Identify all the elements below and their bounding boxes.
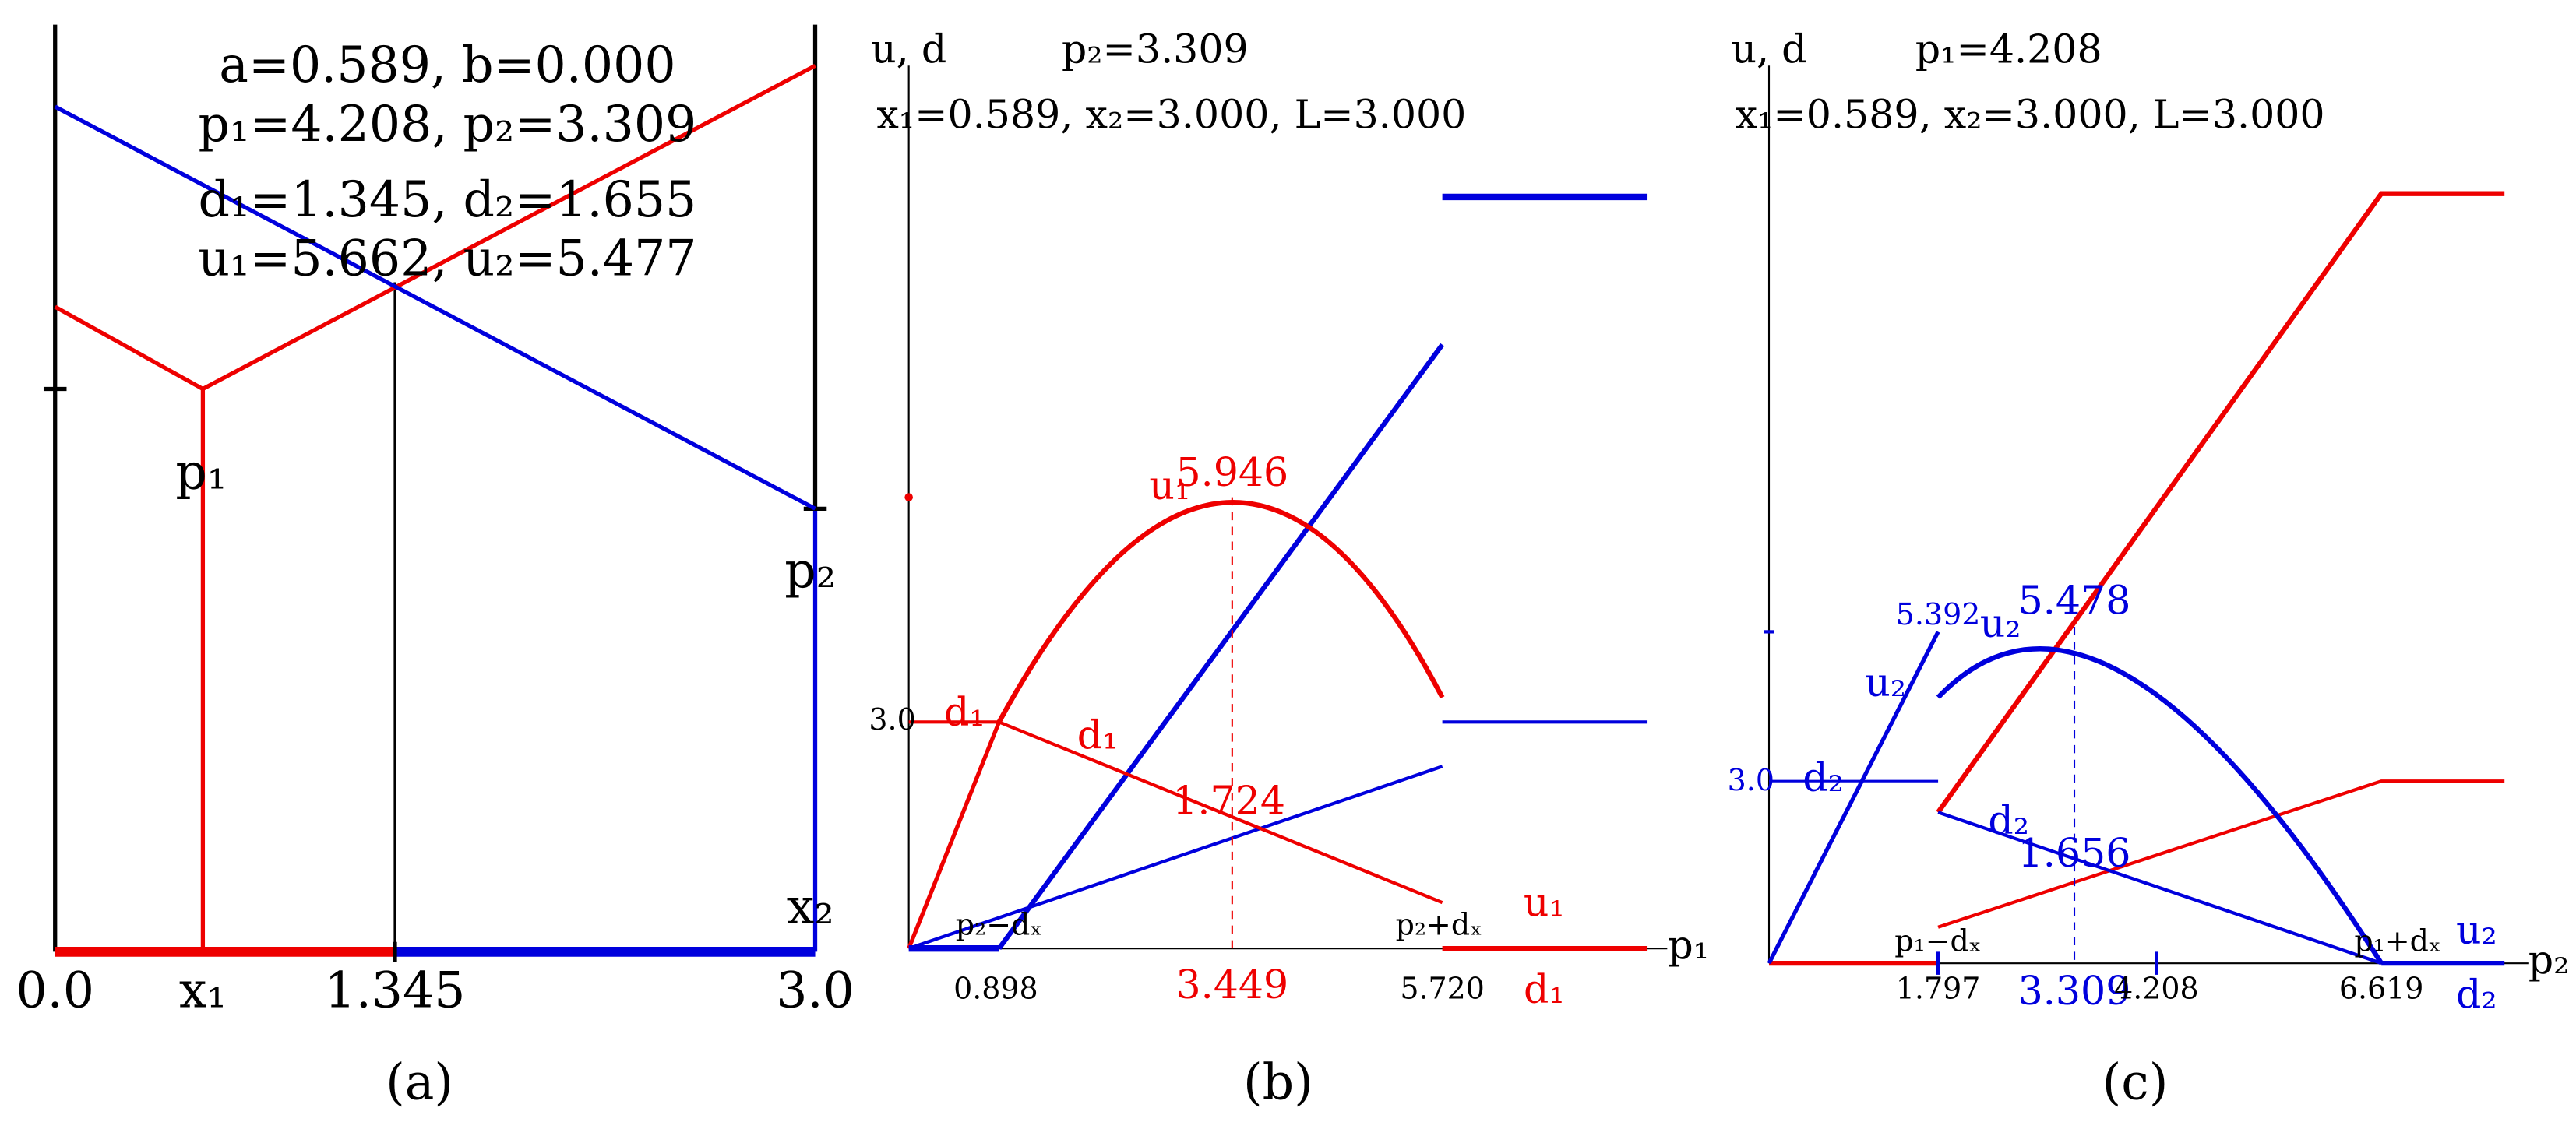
label: p₂+dₓ [1396,907,1483,941]
header: p₂=3.309 [1062,26,1249,72]
label: 5.478 [2018,578,2131,624]
label: 3.0 [869,702,915,737]
label: p₂ [784,541,836,599]
tick-label: 3.0 [776,962,855,1019]
line [1937,779,2505,929]
info: d₁=1.345, d₂=1.655 [199,171,697,228]
params: x₁=0.589, x₂=3.000, L=3.000 [1736,92,2325,138]
axis-label: p₂ [2528,937,2570,983]
label: 1.656 [2018,830,2131,876]
label: 5.392 [1896,597,1981,631]
tick-label: 1.797 [1896,971,1981,1005]
panel-c [1764,65,2529,975]
label: u₁ [1149,463,1190,508]
line [908,720,1443,905]
tick-label: 3.449 [1175,962,1288,1008]
info: p₁=4.208, p₂=3.309 [199,95,697,153]
label: 3.0 [1728,763,1774,797]
label: p₁ [175,443,227,501]
axis-label: u, d [1731,26,1806,72]
label: u₂ [1865,659,1906,705]
tick-label: 0.898 [953,971,1038,1005]
label: x₂ [787,878,834,935]
label: d₂ [1988,797,2029,843]
caption: (c) [2102,1053,2169,1111]
label: d₂ [1802,754,1844,800]
line [907,765,1443,951]
dot [904,493,913,501]
label: u₁ [1524,879,1565,925]
label: p₁+dₓ [2354,923,2441,958]
label: 1.724 [1172,778,1285,824]
params: x₁=0.589, x₂=3.000, L=3.000 [876,92,1466,138]
label: u₂ [2456,907,2497,953]
tick-label: 0.0 [16,962,94,1019]
line [1767,631,1940,965]
tick-label: x₁ [179,962,227,1019]
tick-label: 6.619 [2339,971,2424,1005]
caption: (b) [1243,1053,1313,1111]
label: p₁−dₓ [1894,923,1982,958]
label: 5.946 [1175,449,1288,495]
label: d₂ [2456,971,2497,1017]
tick-label: 1.345 [324,962,465,1019]
panel-b [904,65,1668,952]
label: d₁ [944,689,985,735]
curve [996,500,1445,723]
line [907,721,1002,950]
info: a=0.589, b=0.000 [219,36,675,93]
caption: (a) [386,1053,453,1111]
axis-label: u, d [871,26,946,72]
header: p₁=4.208 [1915,26,2102,72]
line [54,104,816,511]
label: u₂ [1980,600,2021,646]
curve [1936,646,2384,965]
label: d₁ [1524,966,1565,1012]
line [1937,811,2382,965]
tick-label: 3.309 [2018,968,2131,1014]
label: d₁ [1077,712,1119,758]
label: p₂−dₓ [956,907,1043,941]
line [997,343,1445,951]
line [1936,191,2505,814]
panel-a [43,24,827,962]
tick-label: 5.720 [1400,971,1485,1005]
tick-label: 4.208 [2114,971,2199,1005]
info: u₁=5.662, u₂=5.477 [198,230,696,287]
axis-label: p₁ [1668,922,1709,968]
